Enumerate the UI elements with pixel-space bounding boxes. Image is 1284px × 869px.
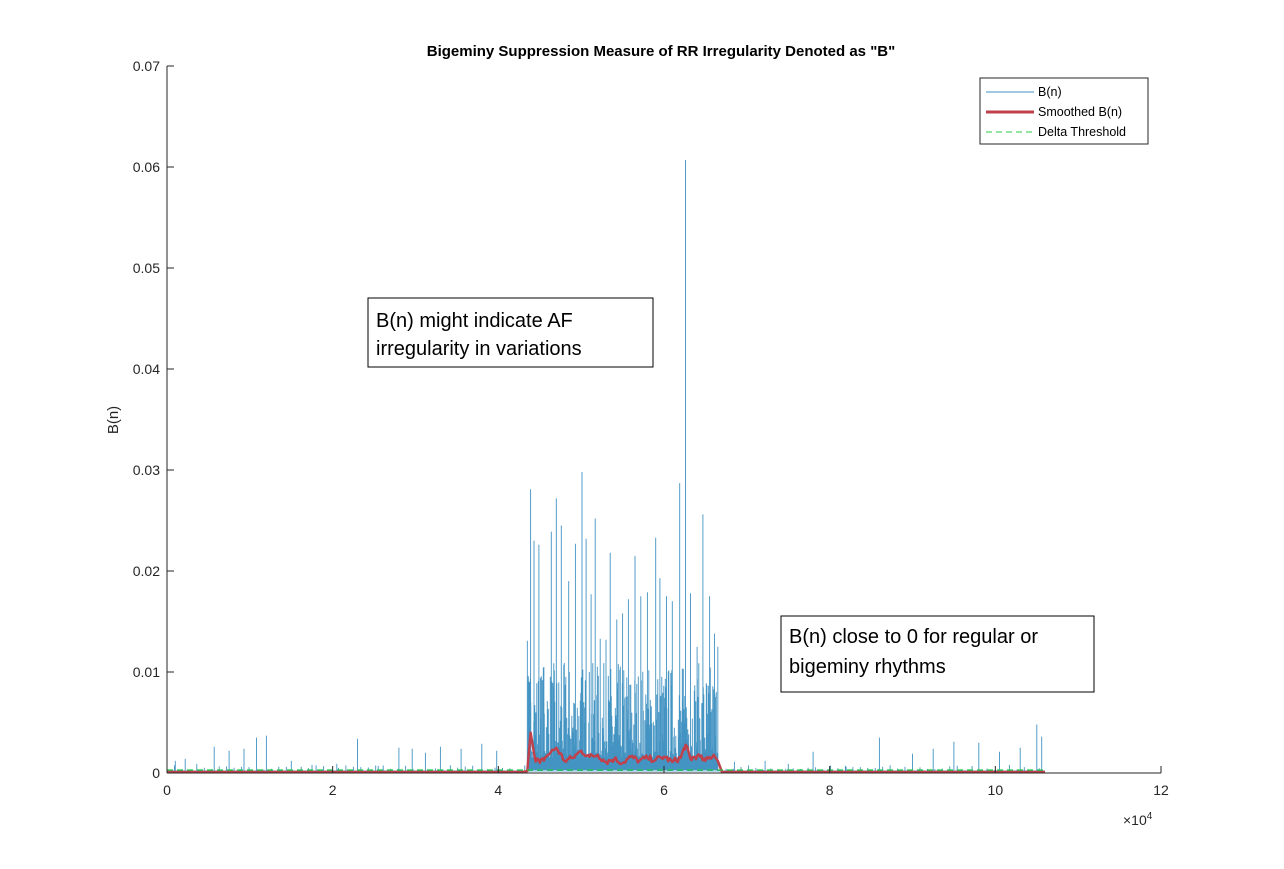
axis-ticks: 0 2 4 6 8 10 12 0 0.01 0.02 0.03 0.04 0.05 0.06 0.07 <box>133 58 1169 798</box>
y-tick-label: 0 <box>152 765 160 781</box>
series-smoothed-line <box>167 731 1045 774</box>
y-tick-label: 0.02 <box>133 563 160 579</box>
x-tick-label: 0 <box>163 782 171 798</box>
plot-series <box>166 159 1046 774</box>
y-tick-label: 0.07 <box>133 58 160 74</box>
legend-entry-smoothed: Smoothed B(n) <box>1038 105 1122 119</box>
x-tick-label: 6 <box>660 782 668 798</box>
annotation-af-line-2: irregularity in variations <box>376 338 582 360</box>
y-tick-label: 0.04 <box>133 361 160 377</box>
x-exponent-power: 4 <box>1147 811 1153 822</box>
annotation-regular-line-2: bigeminy rhythms <box>789 656 946 678</box>
y-axis-label: B(n) <box>105 406 122 434</box>
annotation-af: B(n) might indicate AF irregularity in v… <box>367 297 654 368</box>
legend: B(n) Smoothed B(n) Delta Threshold <box>979 77 1149 145</box>
y-tick-label: 0.05 <box>133 260 160 276</box>
annotation-regular-line-1: B(n) close to 0 for regular or <box>789 626 1038 648</box>
annotation-af-box <box>367 297 654 368</box>
x-tick-label: 10 <box>988 782 1004 798</box>
legend-entry-raw: B(n) <box>1038 85 1062 99</box>
x-tick-label: 2 <box>329 782 337 798</box>
x-tick-label: 8 <box>826 782 834 798</box>
y-tick-label: 0.01 <box>133 664 160 680</box>
y-tick-label: 0.06 <box>133 159 160 175</box>
chart-title: Bigeminy Suppression Measure of RR Irreg… <box>427 43 896 60</box>
x-tick-label: 4 <box>494 782 502 798</box>
y-tick-label: 0.03 <box>133 462 160 478</box>
x-exponent-label: ×104 <box>1123 811 1153 828</box>
x-tick-label: 12 <box>1153 782 1169 798</box>
annotation-regular-box <box>780 615 1095 693</box>
annotation-regular: B(n) close to 0 for regular or bigeminy … <box>780 615 1095 693</box>
annotation-af-line-1: B(n) might indicate AF <box>376 310 573 332</box>
legend-entry-threshold: Delta Threshold <box>1038 125 1126 139</box>
x-exponent-base: ×10 <box>1123 812 1147 828</box>
